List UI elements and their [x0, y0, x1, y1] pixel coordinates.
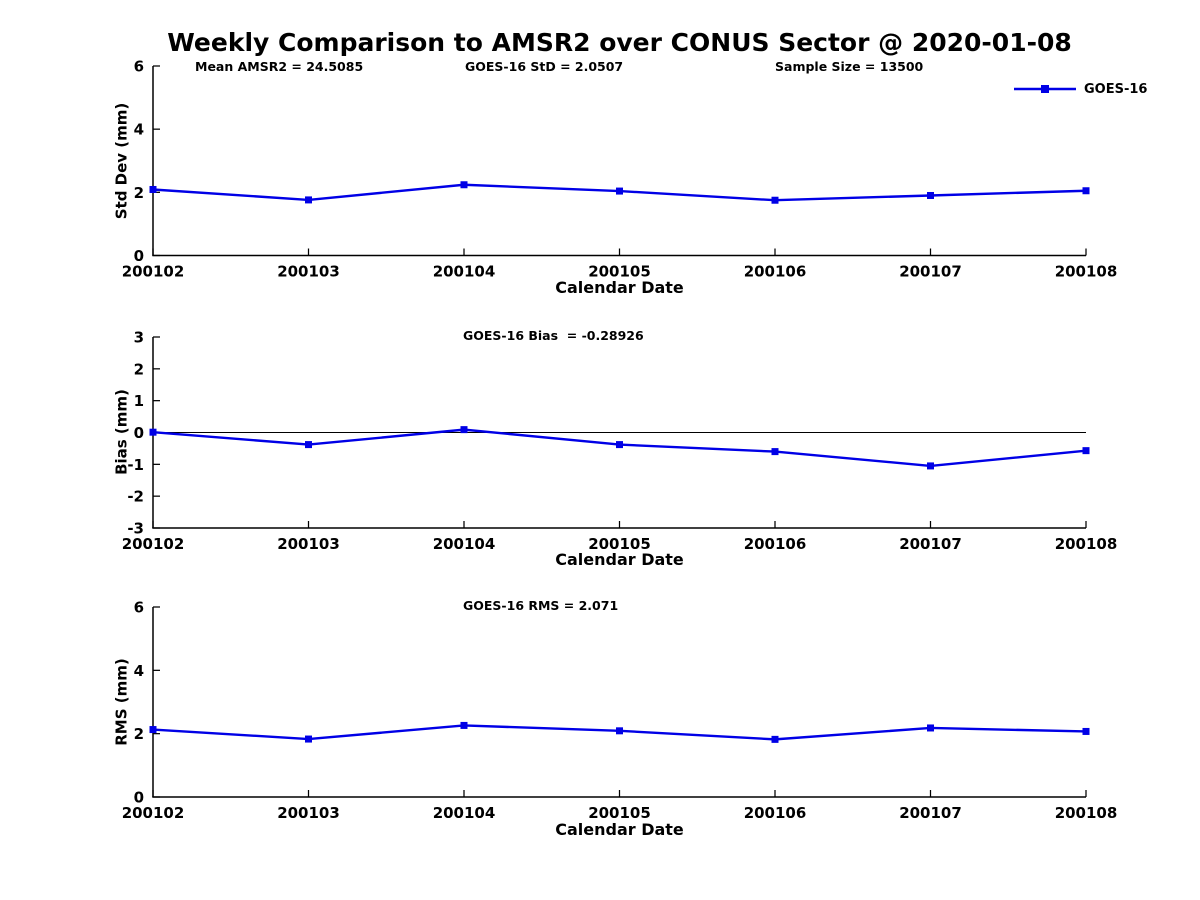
data-point-marker — [460, 721, 468, 729]
x-tick-label: 200108 — [1055, 535, 1118, 553]
page-title: Weekly Comparison to AMSR2 over CONUS Se… — [167, 28, 1072, 57]
x-tick-label: 200108 — [1055, 263, 1118, 281]
x-tick-label: 200107 — [899, 263, 962, 281]
stat-sample-size: Sample Size = 13500 — [775, 59, 924, 74]
y-tick-label: 6 — [134, 58, 144, 76]
data-point-marker — [460, 426, 468, 434]
y-tick-label: 2 — [134, 360, 144, 378]
x-tick-label: 200102 — [122, 804, 185, 822]
x-tick-label: 200102 — [122, 535, 185, 553]
data-point-marker — [1082, 447, 1090, 455]
data-point-marker — [616, 187, 623, 195]
data-point-marker — [149, 185, 157, 193]
legend-series-label: GOES-16 — [1084, 81, 1148, 97]
legend-line-marker-icon — [1014, 85, 1076, 93]
y-tick-label: -1 — [127, 456, 144, 474]
x-tick-label: 200107 — [899, 804, 962, 822]
x-tick-label: 200103 — [277, 535, 340, 553]
y-tick-label: 2 — [134, 184, 144, 202]
data-point-marker — [927, 724, 934, 732]
x-tick-label: 200104 — [433, 535, 496, 553]
subplot-rms: 0 2 4 6 200102 200103 200104 200105 200106 200107… — [122, 599, 1118, 823]
x-tick-label: 200107 — [899, 535, 962, 553]
x-tick-label: 200104 — [433, 804, 496, 822]
rms-subplot-title: GOES-16 RMS = 2.071 — [463, 598, 619, 613]
legend: GOES-16 — [1013, 82, 1147, 96]
x-tick-label: 200106 — [744, 263, 807, 281]
data-point-marker — [305, 735, 312, 743]
y-tick-label: 1 — [134, 392, 144, 410]
bias-x-axis-label: Calendar Date — [555, 550, 684, 569]
subplot-std-dev: 0 2 4 6 200102 200103 200104 200105 200106 200107… — [122, 58, 1118, 281]
y-tick-label: 0 — [134, 424, 144, 442]
data-point-marker — [927, 462, 934, 470]
stat-mean-amsr2: Mean AMSR2 = 24.5085 — [195, 59, 364, 74]
data-point-marker — [149, 726, 157, 734]
data-point-marker — [1082, 727, 1090, 735]
y-tick-label: 2 — [134, 725, 144, 743]
data-point-marker — [616, 441, 623, 449]
y-tick-label: -2 — [127, 488, 144, 506]
x-tick-label: 200108 — [1055, 804, 1118, 822]
data-point-marker — [927, 191, 934, 199]
y-tick-label: 0 — [134, 789, 144, 807]
bias-subplot-title: GOES-16 Bias = -0.28926 — [463, 328, 644, 343]
data-point-marker — [305, 441, 312, 449]
rms-x-axis-label: Calendar Date — [555, 820, 684, 839]
y-tick-label: -3 — [127, 520, 144, 538]
data-point-marker — [460, 181, 468, 189]
y-tick-label: 0 — [134, 247, 144, 265]
x-tick-label: 200105 — [588, 535, 651, 553]
x-tick-label: 200106 — [744, 804, 807, 822]
y-tick-label: 4 — [134, 662, 144, 680]
x-tick-label: 200104 — [433, 263, 496, 281]
x-tick-label: 200105 — [588, 804, 651, 822]
x-tick-label: 200105 — [588, 263, 651, 281]
stddev-x-axis-label: Calendar Date — [555, 278, 684, 297]
x-tick-label: 200102 — [122, 263, 185, 281]
y-tick-label: 4 — [134, 121, 144, 139]
data-point-marker — [771, 448, 779, 456]
data-point-marker — [616, 727, 623, 735]
y-tick-label: 3 — [134, 329, 144, 347]
data-point-marker — [771, 735, 779, 743]
x-tick-label: 200103 — [277, 263, 340, 281]
x-tick-label: 200103 — [277, 804, 340, 822]
data-point-marker — [305, 196, 312, 204]
stat-goes16-std: GOES-16 StD = 2.0507 — [465, 59, 624, 74]
y-tick-label: 6 — [134, 599, 144, 617]
data-point-marker — [1082, 187, 1090, 195]
data-point-marker — [149, 428, 157, 436]
data-point-marker — [771, 196, 779, 204]
x-tick-label: 200106 — [744, 535, 807, 553]
